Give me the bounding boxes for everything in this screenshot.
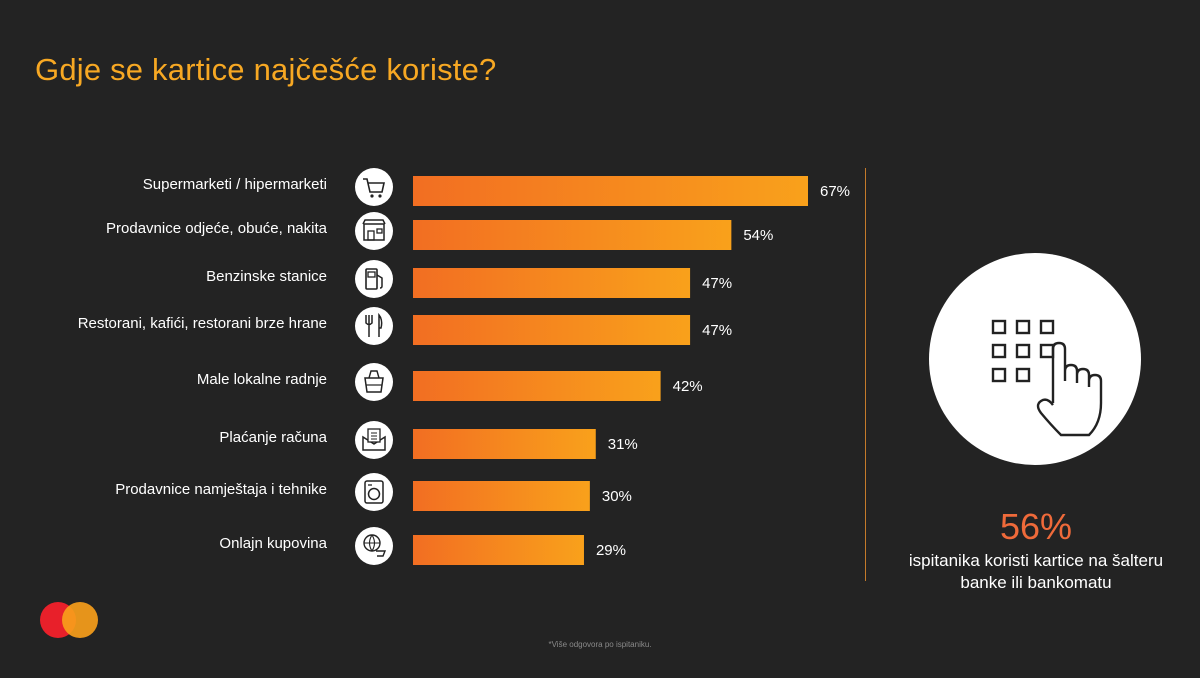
side-description: ispitanika koristi kartice na šalteru ba… (908, 551, 1164, 592)
fuel-pump-icon (355, 260, 393, 298)
category-label: Onlajn kupovina (219, 535, 327, 552)
bar (413, 268, 691, 298)
value-label: 42% (673, 378, 703, 395)
value-label: 47% (702, 275, 732, 292)
online-cart-icon (355, 527, 393, 565)
category-label: Prodavnice odjeće, obuće, nakita (106, 220, 328, 237)
divider-line (865, 168, 866, 581)
bar (413, 429, 596, 459)
bar (413, 176, 808, 206)
category-label: Male lokalne radnje (197, 371, 327, 388)
mastercard-logo (40, 602, 100, 638)
bar (413, 481, 590, 511)
category-label: Supermarketi / hipermarketi (143, 176, 327, 193)
cart-icon (355, 168, 393, 206)
value-label: 29% (596, 542, 626, 559)
shop-icon (355, 212, 393, 250)
category-label: Prodavnice namještaja i tehnike (115, 481, 327, 498)
category-label: Benzinske stanice (206, 268, 327, 285)
value-label: 30% (602, 488, 632, 505)
bar-chart: Supermarketi / hipermarketi 67% Prodavnice… (78, 168, 850, 565)
side-percentage: 56% (999, 506, 1073, 547)
page-title: Gdje se kartice najčešće koriste? (35, 52, 497, 87)
washing-machine-icon (355, 473, 393, 511)
category-label: Plaćanje računa (219, 429, 327, 446)
bill-envelope-icon (355, 421, 393, 459)
bar (413, 315, 691, 345)
groceries-icon (355, 363, 393, 401)
value-label: 31% (608, 436, 638, 453)
footnote: *Više odgovora po ispitaniku. (548, 640, 652, 649)
bar (413, 535, 584, 565)
bar (413, 371, 661, 401)
keypad-touch-icon (929, 253, 1141, 465)
cutlery-icon (355, 307, 393, 345)
value-label: 47% (702, 322, 732, 339)
value-label: 54% (743, 227, 773, 244)
logo-orange-circle (62, 602, 98, 638)
category-label: Restorani, kafići, restorani brze hrane (78, 315, 327, 332)
bar (413, 220, 732, 250)
value-label: 67% (820, 183, 850, 200)
